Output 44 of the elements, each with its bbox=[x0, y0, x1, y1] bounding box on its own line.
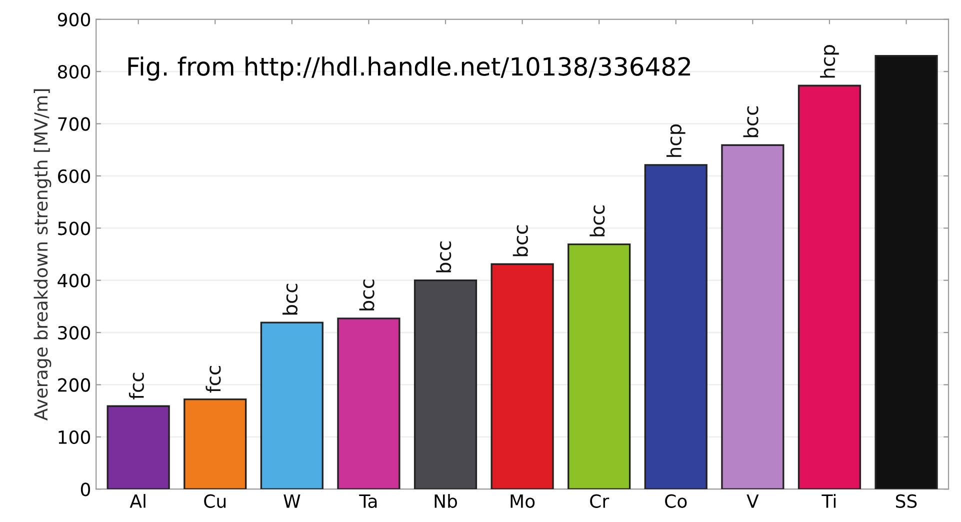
annotation: bcc bbox=[282, 284, 298, 315]
y-tick-label: 600 bbox=[58, 169, 90, 184]
annotation: bcc bbox=[436, 242, 452, 272]
x-tick-label: SS bbox=[896, 494, 917, 508]
y-tick-label: 400 bbox=[58, 274, 90, 288]
annotation: hcp bbox=[666, 124, 686, 157]
bar bbox=[490, 263, 554, 490]
bar bbox=[721, 144, 784, 490]
x-tick-label: Co bbox=[665, 494, 687, 508]
x-tick-label: Nb bbox=[434, 494, 458, 508]
bar bbox=[874, 55, 938, 490]
x-tick-label: Cr bbox=[590, 494, 610, 508]
y-tick-label: 300 bbox=[58, 326, 90, 340]
x-tick-label: Ta bbox=[359, 494, 377, 508]
x-tick-label: Mo bbox=[510, 494, 535, 508]
y-tick-label: 700 bbox=[58, 117, 90, 131]
x-tick-label: W bbox=[284, 494, 300, 508]
bar bbox=[798, 84, 862, 490]
y-tick-label: 100 bbox=[58, 430, 90, 444]
x-tick-label: V bbox=[746, 494, 759, 508]
bar bbox=[414, 279, 478, 490]
bar bbox=[644, 164, 708, 490]
annotation: bcc bbox=[590, 206, 605, 236]
annotation: hcp bbox=[820, 45, 839, 78]
bar bbox=[568, 243, 631, 490]
y-tick-label: 500 bbox=[58, 222, 90, 236]
annotation: bcc bbox=[743, 106, 758, 138]
bar bbox=[337, 318, 400, 490]
y-tick-label: 800 bbox=[58, 64, 90, 79]
bar bbox=[106, 405, 170, 490]
annotation: Fig. from http://hdl.handle.net/10138/336482 bbox=[128, 56, 690, 81]
y-tick-label: 0 bbox=[80, 482, 90, 496]
y-tick-label: 200 bbox=[58, 378, 90, 392]
x-tick-label: Al bbox=[130, 494, 146, 508]
y-axis-title: Average breakdown strength [MV/m] bbox=[34, 89, 52, 421]
annotation: fcc bbox=[206, 366, 221, 393]
x-tick-label: Cu bbox=[204, 494, 226, 508]
x-tick-label: Ti bbox=[822, 494, 836, 508]
y-tick-label: 900 bbox=[58, 12, 90, 26]
bar bbox=[184, 398, 247, 490]
annotation: fcc bbox=[128, 372, 144, 400]
annotation: bcc bbox=[512, 225, 528, 256]
annotation: bcc bbox=[359, 280, 374, 310]
bar bbox=[260, 322, 324, 490]
